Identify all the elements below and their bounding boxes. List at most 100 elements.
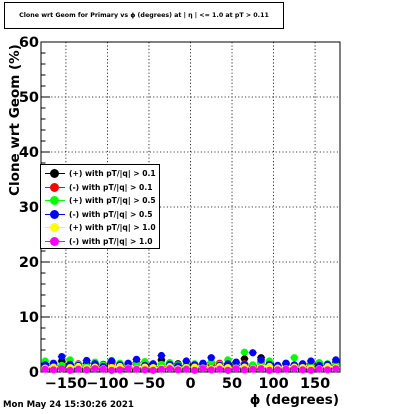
data-point — [58, 365, 66, 373]
data-point — [290, 354, 298, 362]
legend-entry: (-) with pT/|q| > 0.1 — [41, 181, 159, 194]
data-point — [124, 359, 132, 367]
data-point — [282, 365, 290, 373]
legend-marker — [41, 235, 69, 248]
data-point — [74, 365, 82, 373]
data-point — [157, 351, 166, 360]
data-point — [182, 357, 190, 365]
data-point — [91, 365, 99, 373]
data-point — [99, 365, 107, 373]
legend-entry: (-) with pT/|q| > 0.5 — [41, 208, 159, 221]
chart-title: Clone wrt Geom for Primary vs ϕ (degrees… — [19, 12, 269, 19]
x-tick-label: 150 — [300, 376, 330, 392]
data-point — [215, 365, 224, 373]
legend-entry: (+) with pT/|q| > 0.5 — [41, 194, 159, 207]
data-point — [207, 354, 215, 362]
data-point — [240, 366, 249, 374]
legend-label: (-) with pT/|q| > 0.5 — [69, 209, 153, 219]
data-point — [274, 366, 282, 374]
data-point — [290, 365, 298, 373]
data-point — [199, 365, 207, 373]
x-tick-label: 50 — [222, 376, 242, 392]
legend-marker — [41, 208, 69, 221]
legend-label: (+) with pT/|q| > 0.5 — [69, 196, 156, 205]
x-tick-label: −50 — [133, 376, 165, 392]
data-point — [149, 366, 157, 374]
legend-marker — [41, 194, 69, 207]
grid — [41, 42, 340, 372]
legend-marker-dot — [50, 236, 59, 246]
data-point — [41, 365, 49, 373]
legend-entry: (+) with pT/|q| > 0.1 — [41, 167, 159, 180]
data-point — [107, 357, 116, 365]
data-point — [332, 356, 340, 364]
data-points — [41, 348, 340, 374]
data-point — [282, 359, 290, 367]
data-point — [49, 366, 58, 374]
x-tick-label: 100 — [258, 376, 288, 392]
chart-title-box: Clone wrt Geom for Primary vs ϕ (degrees… — [4, 2, 284, 29]
data-point — [174, 366, 182, 374]
y-tick-label: 0 — [29, 365, 39, 381]
data-point — [332, 365, 340, 373]
legend-entry: (-) with pT/|q| > 1.0 — [41, 235, 159, 248]
legend-label: (+) with pT/|q| > 0.1 — [69, 169, 156, 178]
legend-marker — [41, 221, 69, 234]
data-point — [182, 365, 190, 373]
data-point — [141, 366, 149, 374]
y-tick-label: 40 — [19, 145, 39, 161]
y-tick-label: 60 — [19, 35, 39, 51]
data-point — [157, 365, 166, 373]
data-point — [224, 366, 232, 374]
data-point — [199, 359, 207, 367]
data-point — [132, 365, 141, 373]
timestamp: Mon May 24 15:30:26 2021 — [3, 400, 134, 410]
x-tick-label: −150 — [45, 376, 87, 392]
x-axis-title: ϕ (degrees) — [249, 392, 339, 408]
data-point — [240, 348, 249, 356]
data-point — [166, 365, 174, 373]
data-point — [83, 366, 91, 374]
data-point — [299, 366, 307, 374]
legend-marker — [41, 167, 69, 180]
legend-marker-dot — [50, 196, 59, 205]
legend: (+) with pT/|q| > 0.1 (-) with pT/|q| > 0… — [40, 164, 160, 249]
legend-label: (+) with pT/|q| > 1.0 — [69, 223, 156, 232]
legend-marker-dot — [50, 223, 59, 232]
data-point — [132, 355, 141, 363]
y-tick-label: 30 — [19, 200, 39, 216]
data-point — [58, 353, 66, 361]
data-point — [66, 366, 74, 374]
x-tick-label: −100 — [86, 376, 128, 392]
legend-entry: (+) with pT/|q| > 1.0 — [41, 221, 159, 234]
legend-marker-dot — [50, 209, 59, 219]
data-point — [323, 366, 332, 374]
legend-marker — [41, 181, 69, 194]
data-point — [116, 366, 124, 374]
data-point — [83, 356, 91, 365]
x-tick-label: 0 — [185, 376, 195, 392]
y-tick-label: 10 — [19, 310, 39, 326]
data-point — [265, 366, 274, 374]
data-point — [257, 365, 265, 373]
data-point — [107, 366, 116, 374]
y-tick-label: 50 — [19, 90, 39, 106]
legend-marker-dot — [50, 182, 59, 192]
data-point — [207, 366, 215, 374]
data-point — [249, 365, 257, 373]
data-point — [232, 365, 240, 373]
legend-label: (-) with pT/|q| > 0.1 — [69, 182, 153, 192]
data-point — [249, 349, 257, 357]
data-point — [124, 365, 132, 373]
legend-label: (-) with pT/|q| > 1.0 — [69, 236, 153, 246]
data-point — [307, 366, 315, 374]
data-point — [307, 357, 315, 365]
data-point — [315, 365, 323, 373]
y-tick-label: 20 — [19, 255, 39, 271]
y-axis-title: Clone wrt Geom (%) — [7, 44, 23, 196]
data-point — [257, 356, 265, 364]
data-point — [232, 358, 240, 366]
data-point — [191, 366, 199, 374]
